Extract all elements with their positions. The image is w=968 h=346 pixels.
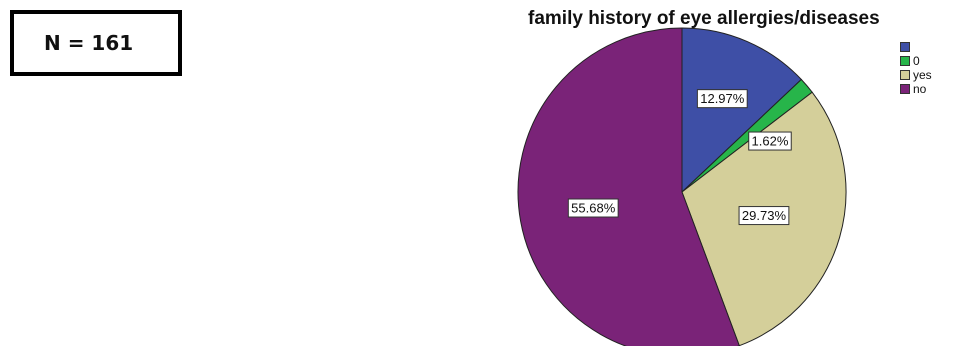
svg-text:12.97%: 12.97%: [700, 91, 745, 106]
chart-legend: 0 yes no: [900, 40, 932, 96]
pie-data-label-1: 1.62%: [748, 131, 792, 151]
legend-swatch: [900, 70, 910, 80]
sample-size-label: N = 161: [44, 31, 134, 55]
legend-label: 0: [913, 54, 920, 68]
legend-label: yes: [913, 68, 932, 82]
pie-data-label-2: 29.73%: [738, 206, 790, 226]
legend-label: no: [913, 82, 927, 96]
svg-text:29.73%: 29.73%: [742, 208, 787, 223]
pie-data-labels: 12.97% 1.62% 29.73% 55.68%: [567, 89, 792, 226]
pie-data-label-3: 55.68%: [567, 198, 619, 218]
legend-item-0: [900, 40, 932, 54]
pie-data-label-0: 12.97%: [696, 89, 748, 109]
legend-item-3: no: [900, 82, 932, 96]
legend-swatch: [900, 84, 910, 94]
sample-size-box: N = 161: [10, 10, 182, 76]
chart-title: family history of eye allergies/diseases: [528, 8, 880, 29]
pie-slices: [517, 27, 847, 346]
legend-item-1: 0: [900, 54, 932, 68]
svg-text:1.62%: 1.62%: [752, 134, 789, 149]
legend-swatch: [900, 56, 910, 66]
pie-slice-3: [517, 27, 740, 346]
svg-text:55.68%: 55.68%: [571, 201, 616, 216]
legend-swatch: [900, 42, 910, 52]
pie-slice-0: [681, 27, 803, 194]
legend-item-2: yes: [900, 68, 932, 82]
